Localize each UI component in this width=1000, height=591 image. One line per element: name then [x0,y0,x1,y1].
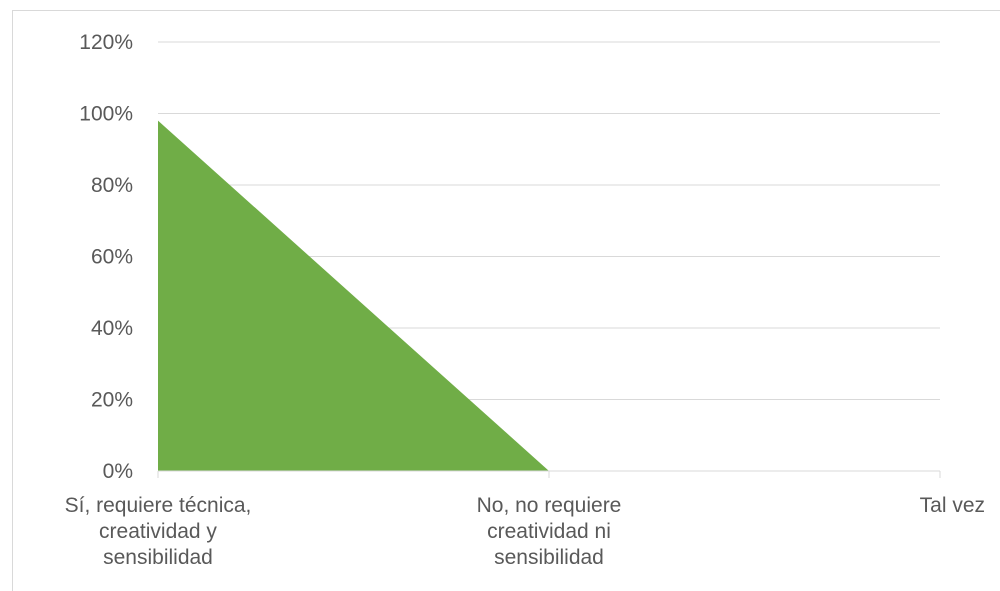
x-category-label: Sí, requiere técnica, creatividad y sensib… [65,494,252,569]
x-axis-labels: Sí, requiere técnica, creatividad y sensib… [65,494,985,569]
y-tick-label: 100% [79,103,133,126]
gridlines [158,41,940,400]
y-axis: 0% 20% 40% 60% 80% 100% 120% [79,31,133,483]
x-axis [157,470,941,478]
area-series [158,120,940,472]
y-tick-label: 40% [91,317,133,340]
area-series-shape [158,120,940,472]
chart-frame [12,10,1000,591]
y-tick-label: 80% [91,174,133,197]
y-tick-label: 0% [103,460,133,483]
y-tick-label: 120% [79,31,133,54]
y-tick-label: 60% [91,246,133,269]
x-category-label: Tal vez [920,494,985,517]
x-category-label: No, no requiere creatividad ni sensibilida… [477,494,622,569]
y-tick-label: 20% [91,389,133,412]
